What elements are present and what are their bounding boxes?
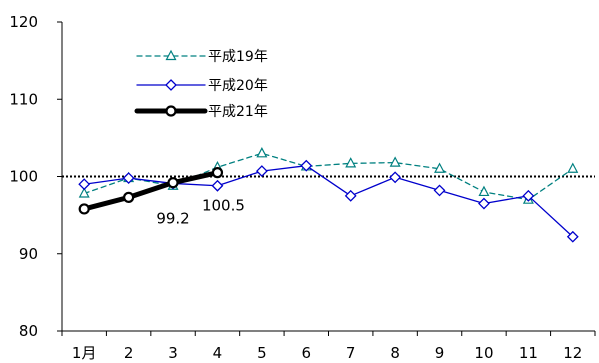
data-point-triangle bbox=[567, 162, 579, 173]
x-tick-label: 3 bbox=[168, 344, 178, 362]
y-tick-label: 110 bbox=[9, 90, 38, 108]
x-tick-label: 10 bbox=[474, 344, 493, 362]
x-tick-label: 12 bbox=[563, 344, 582, 362]
y-tick-label: 90 bbox=[19, 245, 38, 263]
data-point-triangle bbox=[478, 185, 490, 197]
data-point-diamond bbox=[433, 184, 446, 197]
series-line bbox=[81, 170, 220, 212]
legend-label: 平成21年 bbox=[208, 104, 268, 120]
data-point-circle bbox=[165, 105, 177, 117]
data-point-triangle bbox=[434, 162, 446, 173]
y-tick-label: 120 bbox=[9, 13, 38, 31]
legend-label: 平成20年 bbox=[208, 78, 268, 94]
x-tick-label: 8 bbox=[390, 344, 400, 362]
data-labels: 99.2 100.5 bbox=[156, 197, 245, 228]
data-point-diamond bbox=[165, 79, 177, 91]
x-tick-label: 11 bbox=[519, 344, 538, 362]
data-point-diamond bbox=[522, 189, 535, 202]
data-point-diamond bbox=[122, 172, 135, 184]
data-point-diamond bbox=[211, 179, 224, 192]
data-point-circle bbox=[211, 167, 224, 179]
x-tick-label: 2 bbox=[124, 344, 134, 362]
data-point-triangle bbox=[345, 157, 357, 168]
legend-label: 平成19年 bbox=[208, 49, 268, 65]
data-point-diamond bbox=[389, 171, 402, 184]
legend-entry-1: 平成19年 bbox=[136, 49, 268, 65]
data-point-circle bbox=[123, 191, 135, 203]
data-point-circle bbox=[167, 177, 179, 189]
data-point-diamond bbox=[300, 159, 313, 172]
x-tick-label: 5 bbox=[257, 344, 267, 362]
data-point-diamond bbox=[344, 189, 357, 202]
x-tick-label: 9 bbox=[435, 344, 445, 362]
data-point-triangle bbox=[78, 187, 90, 198]
x-tick-label: 6 bbox=[302, 344, 312, 362]
legend-entry-3: 平成21年 bbox=[134, 104, 268, 120]
data-point-circle bbox=[78, 203, 90, 215]
series-3 bbox=[78, 167, 224, 215]
legend-entry-2: 平成20年 bbox=[136, 78, 268, 94]
data-point-diamond bbox=[566, 230, 579, 243]
data-point-diamond bbox=[478, 197, 490, 210]
data-point-diamond bbox=[78, 178, 91, 191]
data-point-diamond bbox=[255, 165, 268, 178]
x-tick-label: 1月 bbox=[72, 344, 97, 362]
x-tick-label: 7 bbox=[346, 344, 356, 362]
data-point-triangle bbox=[165, 49, 177, 61]
y-tick-label: 80 bbox=[19, 322, 38, 340]
x-tick-label: 4 bbox=[213, 344, 223, 362]
data-label: 99.2 bbox=[156, 210, 189, 228]
chart-axes: 80 90 100 110 120 1月 2 3 4 5 6 7 8 9 10 11 12 bbox=[9, 13, 596, 362]
data-point-triangle bbox=[389, 156, 401, 167]
y-tick-label: 100 bbox=[9, 168, 38, 186]
data-label: 100.5 bbox=[202, 197, 245, 215]
chart-series bbox=[78, 147, 579, 243]
data-point-triangle bbox=[256, 147, 268, 158]
series-2 bbox=[78, 159, 579, 243]
